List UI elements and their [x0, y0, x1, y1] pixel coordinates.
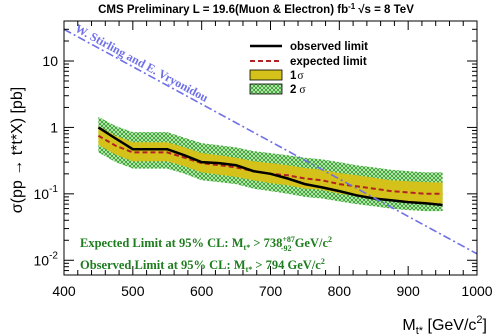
legend-expected-label: expected limit: [290, 56, 367, 68]
y-tick-label: 10-2: [34, 250, 59, 268]
legend-observed-label: observed limit: [290, 41, 368, 53]
chart-title: CMS Preliminary L = 19.6(Muon & Electron…: [98, 2, 414, 16]
x-axis-label: Mt* [GeV/c2]: [402, 314, 487, 336]
legend-band1-label: 1σ: [290, 70, 304, 82]
expected-limit-annotation: Expected Limit at 95% CL: Mt* > 738+87 -9…: [80, 235, 332, 253]
x-tick-label: 800: [328, 283, 352, 299]
x-tick-label: 600: [190, 283, 214, 299]
legend-band2-swatch: [249, 83, 283, 95]
x-tick-label: 700: [259, 283, 283, 299]
x-tick-label: 1000: [461, 283, 492, 299]
y-tick-label: 1: [50, 119, 58, 135]
x-tick-label: 500: [121, 283, 145, 299]
y-tick-label: 10: [42, 53, 58, 69]
axes-ticks: 400 500 600 700 800 900 1000 10-2 10-1 1 10: [34, 20, 493, 299]
legend-band1-swatch: [249, 69, 283, 81]
x-tick-label: 900: [396, 283, 420, 299]
theory-curve: [64, 28, 477, 255]
theory-curve-label: W. Stirling and E. Vryonidou: [73, 21, 211, 105]
y-axis-label: σ(pp → t*t*X) [pb]: [9, 87, 26, 213]
y-tick-label: 10-1: [34, 184, 59, 202]
observed-limit-line: [97, 126, 443, 207]
observed-limit-annotation: Observed Limit at 95% CL: Mt* > 794 GeV/…: [80, 257, 325, 274]
x-tick-label: 400: [52, 283, 76, 299]
band-1-sigma: [98, 126, 443, 204]
plot-area: [64, 28, 477, 255]
